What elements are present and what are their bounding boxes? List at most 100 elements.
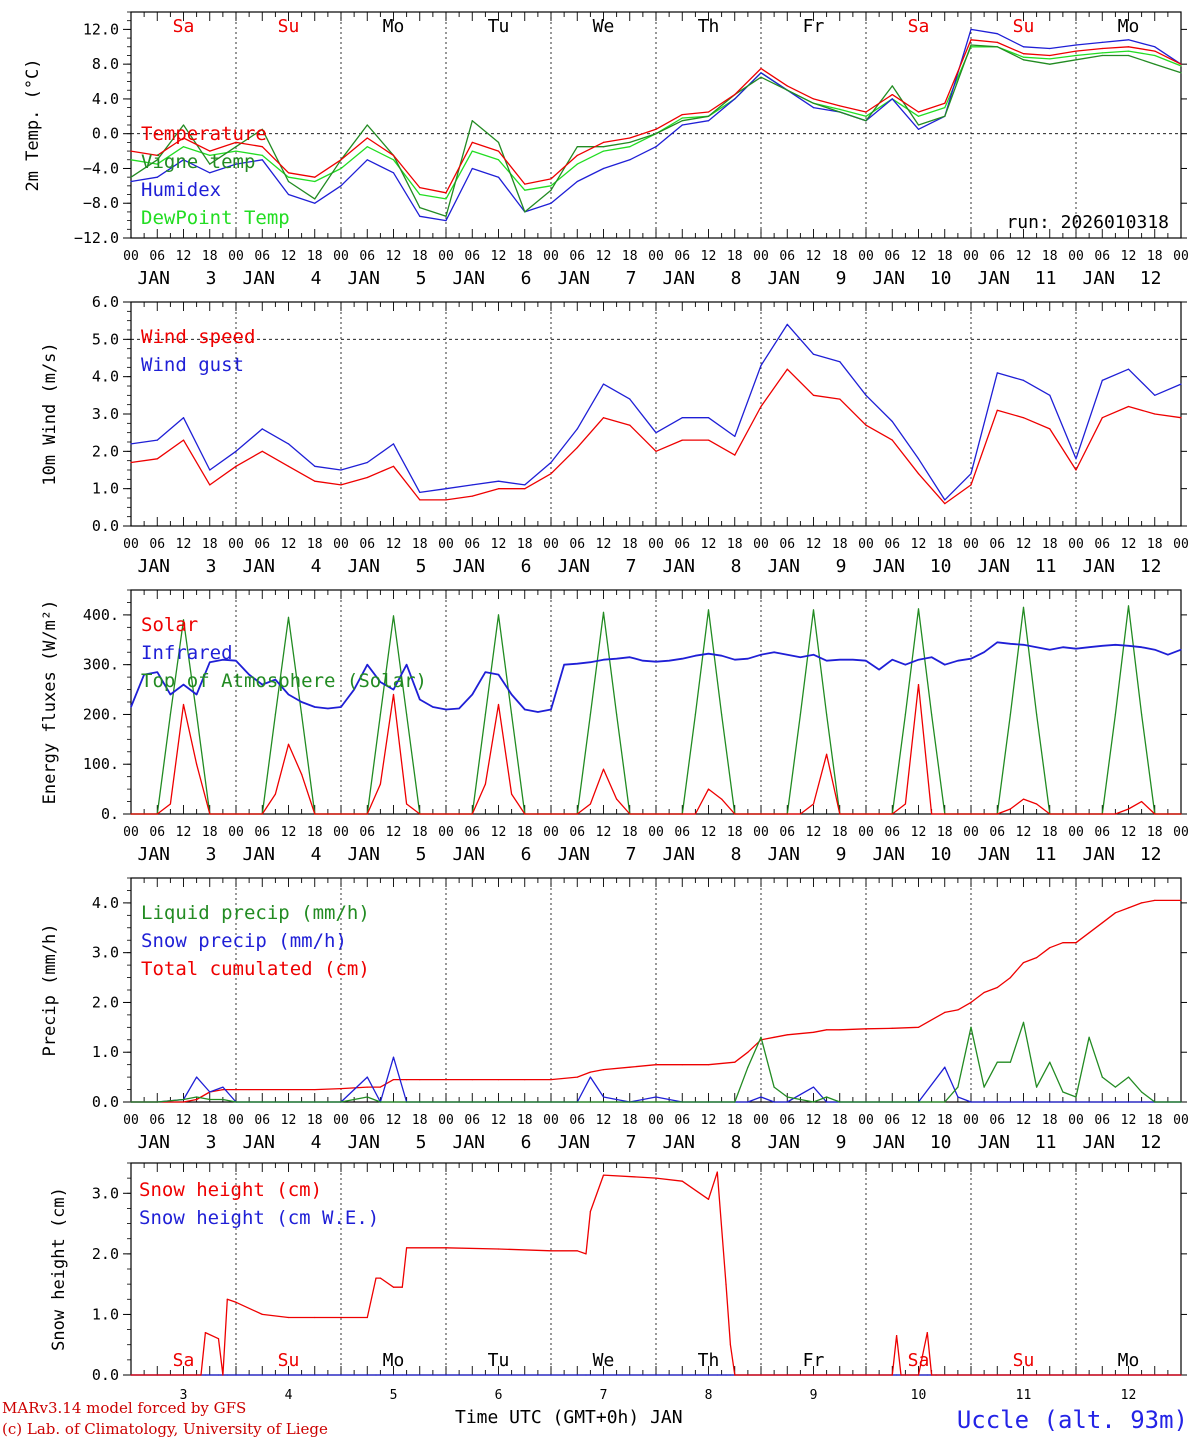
date-day-label: 7 bbox=[626, 268, 637, 289]
hour-tick-label: 06 bbox=[149, 825, 165, 840]
data-point bbox=[1075, 648, 1077, 650]
data-point bbox=[204, 1374, 206, 1376]
hour-tick-label: 00 bbox=[543, 1113, 559, 1128]
legend-entry: Vigne temp bbox=[141, 151, 255, 173]
data-point bbox=[931, 713, 933, 716]
data-point bbox=[235, 1089, 237, 1091]
hour-tick-label: 18 bbox=[832, 825, 848, 840]
data-point bbox=[865, 115, 867, 117]
hour-tick-label: 06 bbox=[569, 825, 585, 840]
data-point bbox=[944, 664, 946, 666]
data-point bbox=[917, 684, 920, 686]
hour-tick-label: 18 bbox=[1147, 1113, 1163, 1128]
data-point bbox=[865, 120, 867, 122]
hour-tick-label: 18 bbox=[1042, 1113, 1058, 1128]
data-point bbox=[970, 44, 972, 46]
date-day-label: 11 bbox=[1035, 844, 1057, 865]
data-point bbox=[1049, 813, 1051, 815]
hour-tick-label: 18 bbox=[622, 249, 638, 264]
hour-tick-label: 06 bbox=[254, 537, 270, 552]
data-point bbox=[826, 713, 828, 716]
data-point bbox=[839, 398, 841, 400]
data-point bbox=[629, 813, 631, 815]
data-point bbox=[222, 659, 224, 661]
hour-tick-label: 00 bbox=[123, 249, 139, 264]
data-point bbox=[497, 488, 500, 490]
hour-tick-label: 18 bbox=[517, 249, 533, 264]
hour-tick-label: 18 bbox=[832, 537, 848, 552]
y-axis-title: Energy fluxes (W/m²) bbox=[40, 600, 60, 805]
data-point bbox=[983, 1101, 985, 1103]
date-day-label: 8 bbox=[731, 268, 742, 289]
data-point bbox=[1141, 1101, 1143, 1103]
data-point bbox=[891, 813, 893, 815]
hour-tick-label: 00 bbox=[228, 1113, 244, 1128]
hour-tick-label: 06 bbox=[149, 249, 165, 264]
data-point bbox=[576, 663, 578, 665]
data-point bbox=[734, 94, 736, 96]
hour-tick-label: 06 bbox=[1094, 249, 1110, 264]
data-point bbox=[707, 1064, 710, 1066]
hour-tick-label: 00 bbox=[123, 825, 139, 840]
data-point bbox=[1022, 379, 1025, 381]
day-footer: We bbox=[593, 1350, 615, 1371]
data-point bbox=[734, 659, 736, 661]
hour-tick-label: 00 bbox=[333, 537, 349, 552]
hour-tick-label: 00 bbox=[543, 825, 559, 840]
hour-tick-label: 18 bbox=[727, 1113, 743, 1128]
data-point bbox=[392, 159, 395, 161]
data-point bbox=[471, 1079, 473, 1081]
date-day-label: 7 bbox=[626, 844, 637, 865]
hour-tick-label: 18 bbox=[937, 1113, 953, 1128]
data-point bbox=[301, 701, 303, 703]
data-point bbox=[1022, 417, 1025, 419]
y-tick-label: 1.0 bbox=[92, 480, 119, 498]
data-point bbox=[274, 679, 276, 681]
data-point bbox=[130, 159, 132, 161]
data-point bbox=[550, 1101, 552, 1103]
date-month-label: JAN bbox=[1083, 556, 1116, 577]
data-point bbox=[996, 1101, 998, 1103]
data-point bbox=[944, 1011, 946, 1014]
data-point bbox=[944, 813, 946, 815]
data-point bbox=[196, 1098, 198, 1101]
data-point bbox=[734, 435, 736, 437]
data-point bbox=[406, 1374, 408, 1376]
date-month-label: JAN bbox=[873, 844, 906, 865]
data-point bbox=[655, 1101, 657, 1103]
data-point bbox=[366, 1076, 368, 1078]
data-point bbox=[668, 660, 670, 662]
data-point bbox=[681, 1101, 683, 1103]
data-point bbox=[511, 693, 513, 696]
data-point bbox=[209, 1091, 211, 1093]
data-point bbox=[773, 813, 775, 815]
data-point bbox=[629, 656, 631, 658]
data-point bbox=[458, 707, 460, 710]
data-point bbox=[287, 1374, 290, 1376]
data-point bbox=[773, 1086, 775, 1088]
data-point bbox=[340, 484, 342, 486]
data-point bbox=[1180, 383, 1182, 385]
data-point bbox=[1167, 654, 1169, 656]
date-month-label: JAN bbox=[663, 556, 696, 577]
data-point bbox=[1009, 977, 1012, 979]
data-point bbox=[1141, 902, 1143, 904]
data-point bbox=[957, 660, 959, 662]
data-point bbox=[471, 150, 473, 152]
data-point bbox=[209, 1098, 211, 1101]
data-point bbox=[235, 141, 237, 143]
data-point bbox=[917, 115, 920, 117]
data-point bbox=[314, 176, 316, 178]
data-point bbox=[182, 146, 185, 148]
hour-tick-label: 12 bbox=[1016, 825, 1032, 840]
data-point bbox=[287, 443, 290, 445]
data-point bbox=[471, 1101, 473, 1103]
data-point bbox=[616, 798, 618, 800]
data-point bbox=[156, 163, 158, 165]
date-day-label: 6 bbox=[521, 1132, 532, 1153]
data-point bbox=[576, 180, 578, 183]
data-point bbox=[996, 41, 998, 44]
y-tick-label: 4.0 bbox=[92, 894, 119, 912]
hour-tick-label: 18 bbox=[1147, 825, 1163, 840]
data-point bbox=[786, 1034, 788, 1036]
